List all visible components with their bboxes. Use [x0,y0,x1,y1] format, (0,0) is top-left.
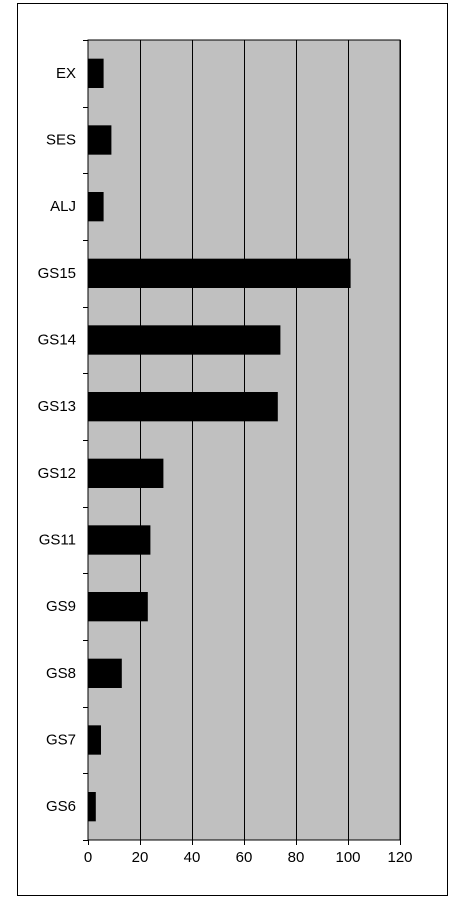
x-tick-label-100: 100 [335,849,360,866]
x-tick-label-0: 0 [84,849,92,866]
bar-gs7 [88,725,101,755]
y-tick-label-ex: EX [56,65,76,82]
bar-gs12 [88,458,164,488]
y-tick-label-ses: SES [46,132,76,149]
bar-gs14 [88,325,281,355]
gridlines [140,40,401,840]
bar-gs8 [88,658,122,688]
x-tick-label-60: 60 [236,849,253,866]
bar-gs6 [88,792,96,822]
x-tick-label-80: 80 [288,849,305,866]
y-tick-label-gs13: GS13 [38,398,76,415]
y-axis: GS6 GS7 GS8 GS9 GS11 GS12 GS13 GS14 GS15 ALJ SES EX [38,40,88,841]
y-tick-label-gs6: GS6 [46,798,76,815]
bar-gs9 [88,592,148,622]
bar-alj [88,192,104,222]
bars [88,58,351,822]
y-tick-label-gs15: GS15 [38,265,76,282]
bar-gs15 [88,258,351,288]
y-tick-label-gs9: GS9 [46,598,76,615]
y-tick-label-gs12: GS12 [38,465,76,482]
bar-ex [88,58,104,88]
bar-gs13 [88,392,278,422]
x-tick-label-120: 120 [387,849,412,866]
y-tick-label-gs8: GS8 [46,665,76,682]
bar-gs11 [88,525,151,555]
bar-ses [88,125,112,155]
x-axis: 0 20 40 60 80 100 120 [84,840,413,866]
x-tick-label-20: 20 [132,849,149,866]
x-tick-label-40: 40 [184,849,201,866]
y-tick-label-gs7: GS7 [46,732,76,749]
y-tick-label-gs14: GS14 [38,332,76,349]
y-tick-label-gs11: GS11 [39,532,76,549]
y-tick-label-alj: ALJ [50,198,76,215]
